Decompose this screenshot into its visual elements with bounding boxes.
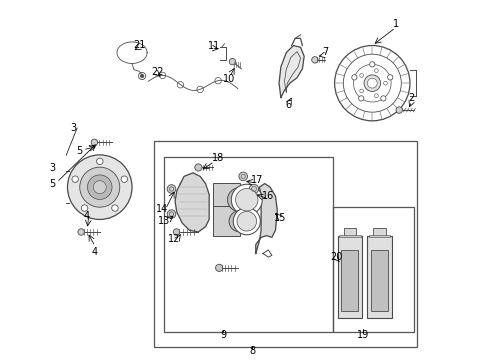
Text: 22: 22: [151, 67, 163, 77]
Circle shape: [369, 62, 375, 67]
Text: 3: 3: [71, 123, 76, 133]
Text: 4: 4: [91, 247, 98, 257]
Circle shape: [81, 205, 88, 211]
Text: 6: 6: [285, 100, 291, 110]
Polygon shape: [175, 173, 209, 232]
Circle shape: [396, 107, 402, 113]
Circle shape: [249, 184, 259, 194]
Circle shape: [68, 155, 132, 220]
Bar: [333, 207, 414, 332]
Circle shape: [364, 75, 381, 91]
Circle shape: [359, 96, 364, 101]
Bar: [213, 206, 240, 236]
Bar: [341, 250, 358, 311]
Text: 5: 5: [49, 179, 55, 189]
Circle shape: [233, 208, 260, 235]
Circle shape: [368, 78, 377, 88]
Text: 3: 3: [49, 163, 55, 173]
Bar: [371, 250, 388, 311]
Circle shape: [88, 175, 112, 199]
Bar: [153, 140, 417, 347]
Circle shape: [93, 181, 106, 194]
Text: 20: 20: [330, 252, 343, 262]
Circle shape: [91, 139, 98, 145]
Circle shape: [231, 184, 262, 215]
Circle shape: [167, 210, 176, 219]
Polygon shape: [256, 184, 277, 253]
Circle shape: [78, 229, 84, 235]
Text: 9: 9: [220, 330, 226, 340]
Circle shape: [167, 185, 176, 193]
Circle shape: [360, 89, 364, 93]
Circle shape: [388, 75, 393, 80]
Circle shape: [374, 69, 378, 72]
Circle shape: [381, 96, 386, 101]
Circle shape: [80, 167, 120, 207]
Text: 14: 14: [156, 204, 168, 214]
Text: 15: 15: [274, 213, 286, 222]
Text: 7: 7: [322, 47, 329, 57]
Circle shape: [229, 58, 236, 65]
Circle shape: [237, 211, 257, 231]
Circle shape: [112, 205, 118, 211]
Circle shape: [140, 74, 144, 78]
Bar: [164, 157, 333, 332]
Circle shape: [121, 176, 127, 183]
Circle shape: [239, 172, 247, 181]
Circle shape: [97, 158, 103, 165]
Bar: [338, 235, 362, 318]
Circle shape: [216, 264, 223, 271]
Text: 13: 13: [158, 216, 171, 226]
Circle shape: [195, 164, 202, 171]
Circle shape: [229, 211, 250, 232]
Text: 5: 5: [76, 146, 82, 156]
Circle shape: [352, 75, 357, 80]
Text: 18: 18: [212, 153, 224, 163]
Circle shape: [384, 81, 388, 85]
Text: 2: 2: [409, 93, 415, 103]
Text: 19: 19: [357, 330, 369, 340]
Circle shape: [312, 57, 318, 63]
Bar: [339, 234, 361, 237]
Text: 21: 21: [133, 40, 146, 50]
Circle shape: [360, 73, 364, 77]
Bar: [373, 228, 386, 235]
Text: 10: 10: [223, 74, 235, 84]
Bar: [368, 235, 392, 318]
Text: 4: 4: [83, 211, 90, 221]
Text: 1: 1: [392, 19, 399, 29]
Circle shape: [173, 229, 180, 235]
Text: 17: 17: [251, 175, 264, 185]
Bar: [343, 228, 356, 235]
Bar: [213, 183, 240, 217]
Circle shape: [374, 94, 378, 98]
Text: 8: 8: [249, 346, 255, 356]
Polygon shape: [279, 45, 304, 98]
Text: 11: 11: [208, 41, 220, 51]
Bar: [368, 234, 391, 237]
Text: 12: 12: [168, 234, 180, 244]
Circle shape: [227, 188, 252, 212]
Circle shape: [343, 54, 401, 112]
Text: 16: 16: [262, 191, 274, 201]
Circle shape: [72, 176, 78, 183]
Circle shape: [236, 189, 258, 211]
